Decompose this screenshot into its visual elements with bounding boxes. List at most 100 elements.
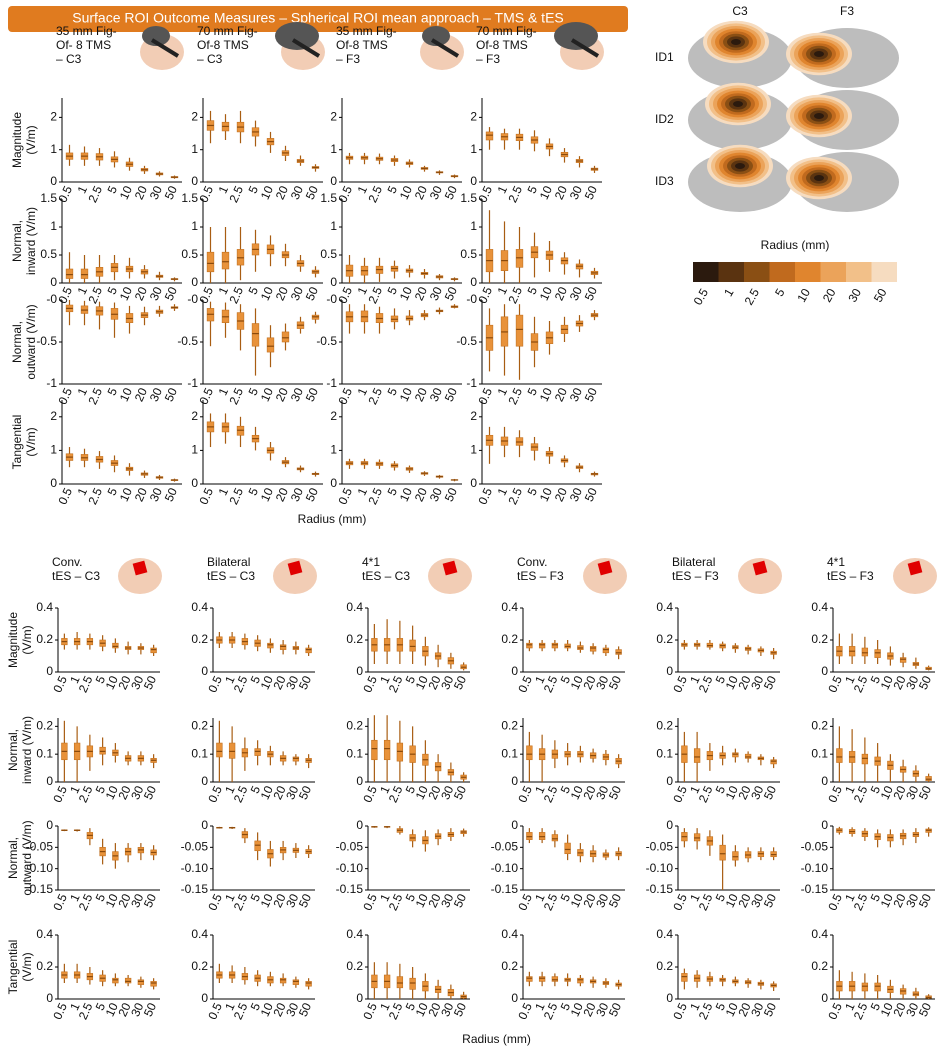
- y-tick-label: -1: [466, 376, 477, 390]
- x-tick-label: 0.5: [205, 783, 225, 804]
- x-tick-label: 50: [451, 783, 469, 801]
- x-tick-label: 0.5: [55, 183, 75, 204]
- box: [251, 323, 260, 347]
- x-tick-label: 20: [412, 183, 430, 201]
- box: [137, 979, 145, 985]
- x-tick-label: 30: [288, 485, 306, 503]
- y-tick-label: -0.10: [181, 861, 209, 875]
- x-tick-label: 10: [878, 891, 896, 909]
- x-tick-label: 20: [890, 1000, 908, 1018]
- legend-swatch: [871, 262, 897, 282]
- x-tick-label: 20: [425, 1000, 443, 1018]
- y-tick-label: -0.15: [336, 882, 364, 896]
- x-tick-label: 2.5: [85, 183, 105, 204]
- box: [292, 979, 300, 985]
- x-tick-label: 0.5: [50, 1000, 70, 1021]
- x-tick-label: 20: [890, 673, 908, 691]
- column-title: tES – C3: [207, 569, 255, 583]
- y-axis-label: Magnitude: [10, 112, 24, 168]
- y-tick-label: -0.10: [801, 861, 829, 875]
- x-tick-label: 10: [878, 783, 896, 801]
- brain-row-label: ID2: [655, 112, 674, 126]
- y-tick-label: -0.05: [336, 840, 364, 854]
- x-tick-label: 2.5: [851, 1000, 871, 1021]
- x-tick-label: 10: [568, 1000, 586, 1018]
- box: [551, 642, 559, 649]
- coil-icon: [554, 22, 598, 50]
- column-title: Conv.: [52, 555, 82, 569]
- y-axis-label: Magnitude: [6, 612, 20, 668]
- electrode-icon: [752, 560, 768, 576]
- box: [206, 251, 215, 273]
- y-tick-label: 0.5: [320, 247, 337, 261]
- y-tick-label: 0.5: [181, 247, 198, 261]
- box: [538, 832, 546, 840]
- box: [564, 842, 571, 855]
- x-tick-label: 50: [442, 183, 460, 201]
- legend-label: 20: [820, 286, 839, 305]
- x-tick-label: 0.5: [196, 485, 216, 506]
- x-tick-label: 10: [413, 783, 431, 801]
- y-tick-label: 0.2: [501, 719, 518, 733]
- x-tick-label: 0.5: [475, 284, 495, 305]
- x-tick-label: 50: [582, 183, 600, 201]
- x-tick-label: 10: [258, 385, 276, 403]
- x-tick-label: 2.5: [696, 1000, 716, 1021]
- x-tick-label: 0.5: [196, 385, 216, 406]
- y-tick-label: 0: [356, 664, 363, 678]
- x-tick-label: 30: [748, 891, 766, 909]
- x-tick-label: 2.5: [541, 891, 561, 912]
- x-tick-label: 20: [580, 783, 598, 801]
- box: [551, 834, 559, 842]
- x-tick-label: 50: [442, 485, 460, 503]
- column-title: – C3: [56, 52, 82, 66]
- x-tick-label: 30: [748, 1000, 766, 1018]
- y-tick-label: 1: [191, 219, 198, 233]
- x-tick-label: 20: [552, 385, 570, 403]
- y-tick-label: 0.2: [346, 719, 363, 733]
- column-title: tES – F3: [517, 569, 564, 583]
- y-tick-label: 0.2: [811, 959, 828, 973]
- box: [538, 642, 546, 649]
- x-tick-label: 0.5: [205, 1000, 225, 1021]
- x-tick-label: 50: [582, 385, 600, 403]
- x-tick-label: 2.5: [85, 485, 105, 506]
- head-icon: [738, 558, 782, 594]
- y-tick-label: 0: [356, 818, 363, 832]
- legend-label: 1: [721, 286, 737, 299]
- box: [279, 977, 287, 984]
- box: [861, 647, 869, 657]
- y-axis-label: (V/m): [24, 125, 38, 154]
- x-tick-label: 50: [442, 284, 460, 302]
- x-tick-label: 20: [580, 891, 598, 909]
- title-banner: [8, 6, 628, 32]
- y-tick-label: 0: [201, 774, 208, 788]
- box: [861, 982, 869, 992]
- x-tick-label: 0.5: [50, 891, 70, 912]
- y-tick-label: 2: [50, 409, 57, 423]
- x-tick-label: 50: [141, 1000, 159, 1018]
- y-tick-label: 0: [330, 476, 337, 490]
- x-tick-label: 0.5: [825, 783, 845, 804]
- box: [80, 268, 89, 279]
- x-tick-label: 2.5: [505, 385, 525, 406]
- y-tick-label: 2: [470, 409, 477, 423]
- y-tick-label: 0: [330, 174, 337, 188]
- x-tick-label: 20: [425, 673, 443, 691]
- x-tick-label: 20: [580, 1000, 598, 1018]
- x-tick-label: 0.5: [360, 673, 380, 694]
- box: [254, 748, 261, 756]
- x-tick-label: 2.5: [541, 783, 561, 804]
- x-tick-label: 2.5: [226, 485, 246, 506]
- y-tick-label: 0: [511, 774, 518, 788]
- x-tick-label: 30: [748, 673, 766, 691]
- box: [279, 644, 287, 650]
- x-tick-label: 50: [916, 1000, 934, 1018]
- box: [112, 977, 119, 984]
- x-tick-label: 10: [397, 485, 415, 503]
- legend-label: 2.5: [742, 286, 763, 308]
- box: [551, 976, 559, 982]
- column-title: – F3: [476, 52, 500, 66]
- box: [526, 832, 533, 840]
- x-tick-label: 50: [162, 385, 180, 403]
